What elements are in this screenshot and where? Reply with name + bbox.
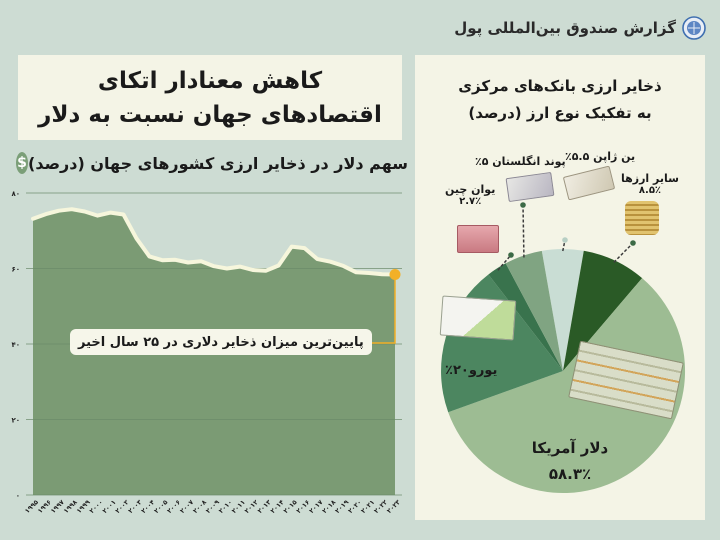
leader-line [522, 204, 525, 258]
line-chart-subtitle-row: $ سهم دلار در ذخایر ارزی کشورهای جهان (د… [16, 148, 408, 178]
report-source-header: گزارش صندوق بین‌المللی پول [454, 12, 706, 44]
pie-title-line-1: ذخایر ارزی بانک‌های مرکزی [458, 77, 662, 95]
coins-icon [625, 201, 659, 235]
others-label: سایر ارزها ۸.۵٪ [621, 172, 679, 196]
pie-slice [541, 249, 584, 371]
report-source-text: گزارش صندوق بین‌المللی پول [454, 19, 676, 37]
line-chart-subtitle: سهم دلار در ذخایر ارزی کشورهای جهان (درص… [28, 153, 408, 173]
pound-label: پوند انگلستان ۵٪ [475, 155, 566, 168]
y-tick-label: ۶۰ [11, 266, 20, 274]
pie-slice [505, 250, 563, 371]
dollar-share-line [31, 207, 397, 277]
main-title-line-1: کاهش معنادار اتکای [97, 67, 323, 94]
leader-dot [630, 240, 636, 246]
yuan-label: یوان چین ۲.۷٪ [445, 183, 496, 207]
usd-label: دلار آمریکا ۵۸.۳٪ [531, 439, 609, 483]
dollar-icon: $ [16, 152, 29, 174]
dollar-share-area-chart: ۰۲۰۴۰۶۰۸۰۱۹۹۵۱۹۹۶۱۹۹۷۱۹۹۸۱۹۹۹۲۰۰۰۲۰۰۱۲۰۰… [11, 190, 402, 515]
pie-chart-title: ذخایر ارزی بانک‌های مرکزی به تفکیک نوع ا… [415, 73, 705, 127]
leader-line [613, 242, 634, 263]
leader-line [497, 254, 512, 271]
leader-dot [520, 202, 526, 208]
leader-line [562, 239, 566, 252]
lowest-level-callout: پایین‌ترین میزان ذخایر دلاری در ۲۵ سال ا… [70, 329, 372, 355]
main-title-box: کاهش معنادار اتکای اقتصادهای جهان نسبت ب… [18, 55, 402, 140]
y-tick-label: ۲۰ [11, 417, 20, 425]
yen-label: ین ژاپن ۵.۵٪ [565, 150, 636, 163]
y-tick-label: ۰ [16, 492, 20, 500]
main-title-line-2: اقتصادهای جهان نسبت به دلار [38, 101, 382, 128]
pie-title-line-2: به تفکیک نوع ارز (درصد) [468, 104, 652, 122]
leader-dot [562, 237, 568, 243]
y-tick-label: ۸۰ [11, 190, 20, 198]
imf-logo-icon [682, 16, 706, 40]
yuan-banknotes-icon [457, 225, 499, 253]
lowest-point-marker [389, 269, 401, 281]
y-tick-label: ۴۰ [11, 341, 20, 349]
currency-reserves-panel: ذخایر ارزی بانک‌های مرکزی به تفکیک نوع ا… [415, 55, 705, 520]
pie-slice [448, 278, 686, 494]
leader-dot [508, 252, 514, 258]
pie-slice [488, 263, 563, 371]
euro-label: یورو۲۰٪ [445, 363, 498, 378]
x-tick-label: ۲۰۲۳ [385, 498, 402, 515]
euro-banknotes-icon [439, 295, 517, 341]
